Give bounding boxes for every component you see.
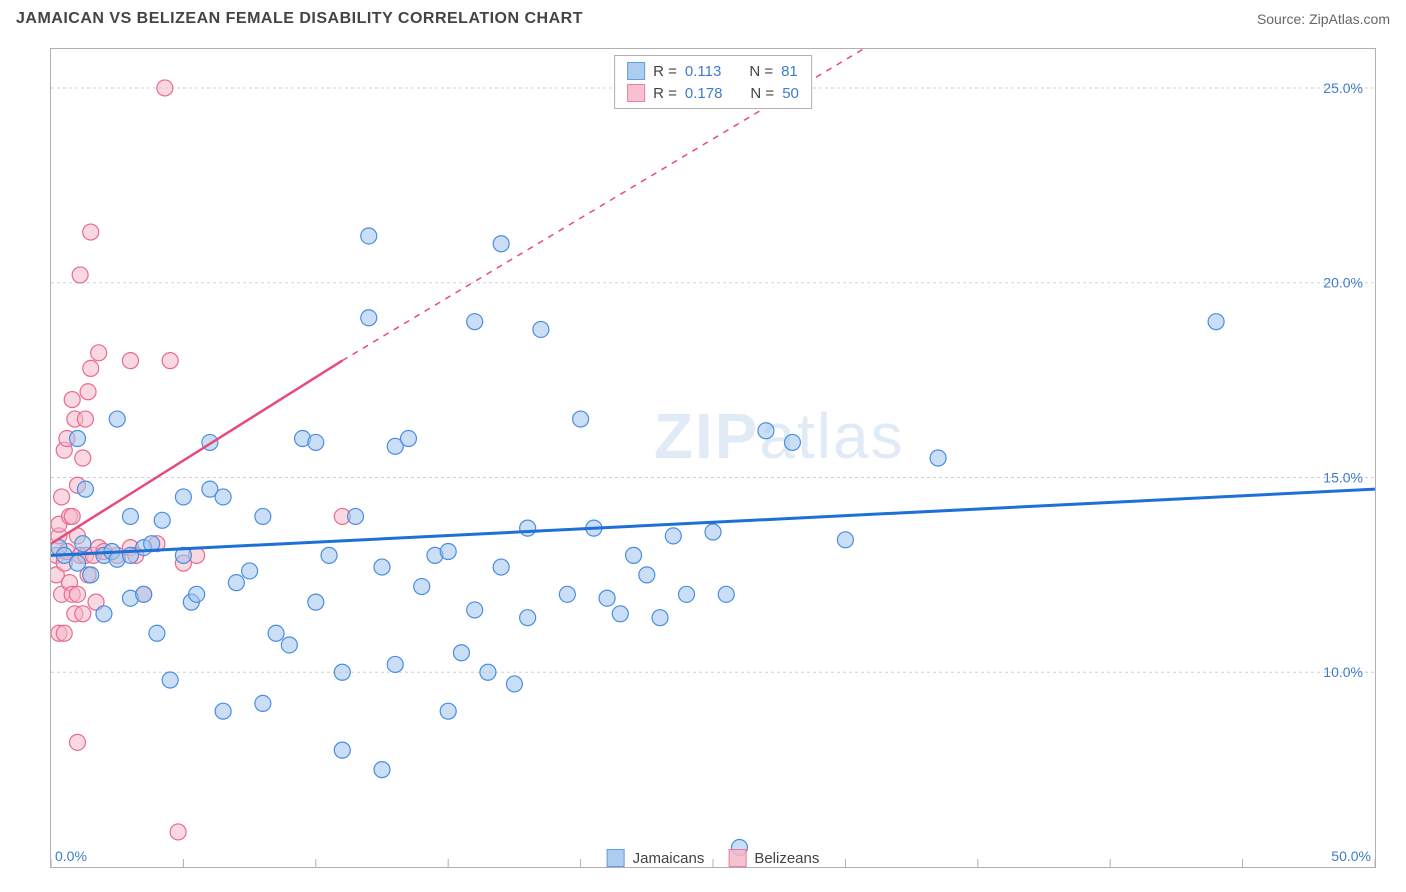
svg-text:10.0%: 10.0% bbox=[1323, 664, 1363, 680]
svg-text:50.0%: 50.0% bbox=[1331, 848, 1371, 864]
legend-n-value-belizeans: 50 bbox=[782, 85, 799, 102]
legend-series: Jamaicans Belizeans bbox=[607, 849, 820, 867]
chart-title: JAMAICAN VS BELIZEAN FEMALE DISABILITY C… bbox=[16, 10, 583, 28]
source-attribution: Source: ZipAtlas.com bbox=[1257, 11, 1390, 27]
legend-n-label-2: N = bbox=[750, 85, 774, 102]
scatter-chart: 10.0% 15.0% 20.0% 25.0% 0.0% 50.0% ZIPatlas bbox=[51, 49, 1375, 867]
legend-row-belizeans: R = 0.178 N = 50 bbox=[627, 82, 799, 104]
legend-n-value-jamaicans: 81 bbox=[781, 63, 798, 80]
svg-text:ZIPatlas: ZIPatlas bbox=[654, 400, 905, 472]
source-label: Source: bbox=[1257, 11, 1309, 27]
legend-r-value-belizeans: 0.178 bbox=[685, 85, 723, 102]
plot-area: R = 0.113 N = 81 R = 0.178 N = 50 10.0%1… bbox=[50, 48, 1376, 868]
svg-text:20.0%: 20.0% bbox=[1323, 275, 1363, 291]
legend-r-value-jamaicans: 0.113 bbox=[685, 63, 721, 80]
swatch-jamaicans-bottom bbox=[607, 849, 625, 867]
swatch-jamaicans bbox=[627, 62, 645, 80]
legend-r-label-2: R = bbox=[653, 85, 677, 102]
svg-text:0.0%: 0.0% bbox=[55, 848, 87, 864]
legend-correlation: R = 0.113 N = 81 R = 0.178 N = 50 bbox=[614, 55, 812, 109]
svg-text:25.0%: 25.0% bbox=[1323, 80, 1363, 96]
legend-r-label: R = bbox=[653, 63, 677, 80]
legend-item-jamaicans: Jamaicans bbox=[607, 849, 705, 867]
svg-text:15.0%: 15.0% bbox=[1323, 469, 1363, 485]
swatch-belizeans bbox=[627, 84, 645, 102]
legend-label-jamaicans: Jamaicans bbox=[633, 850, 705, 867]
legend-item-belizeans: Belizeans bbox=[728, 849, 819, 867]
legend-row-jamaicans: R = 0.113 N = 81 bbox=[627, 60, 799, 82]
legend-label-belizeans: Belizeans bbox=[754, 850, 819, 867]
legend-n-label: N = bbox=[749, 63, 773, 80]
swatch-belizeans-bottom bbox=[728, 849, 746, 867]
source-value: ZipAtlas.com bbox=[1309, 11, 1390, 27]
